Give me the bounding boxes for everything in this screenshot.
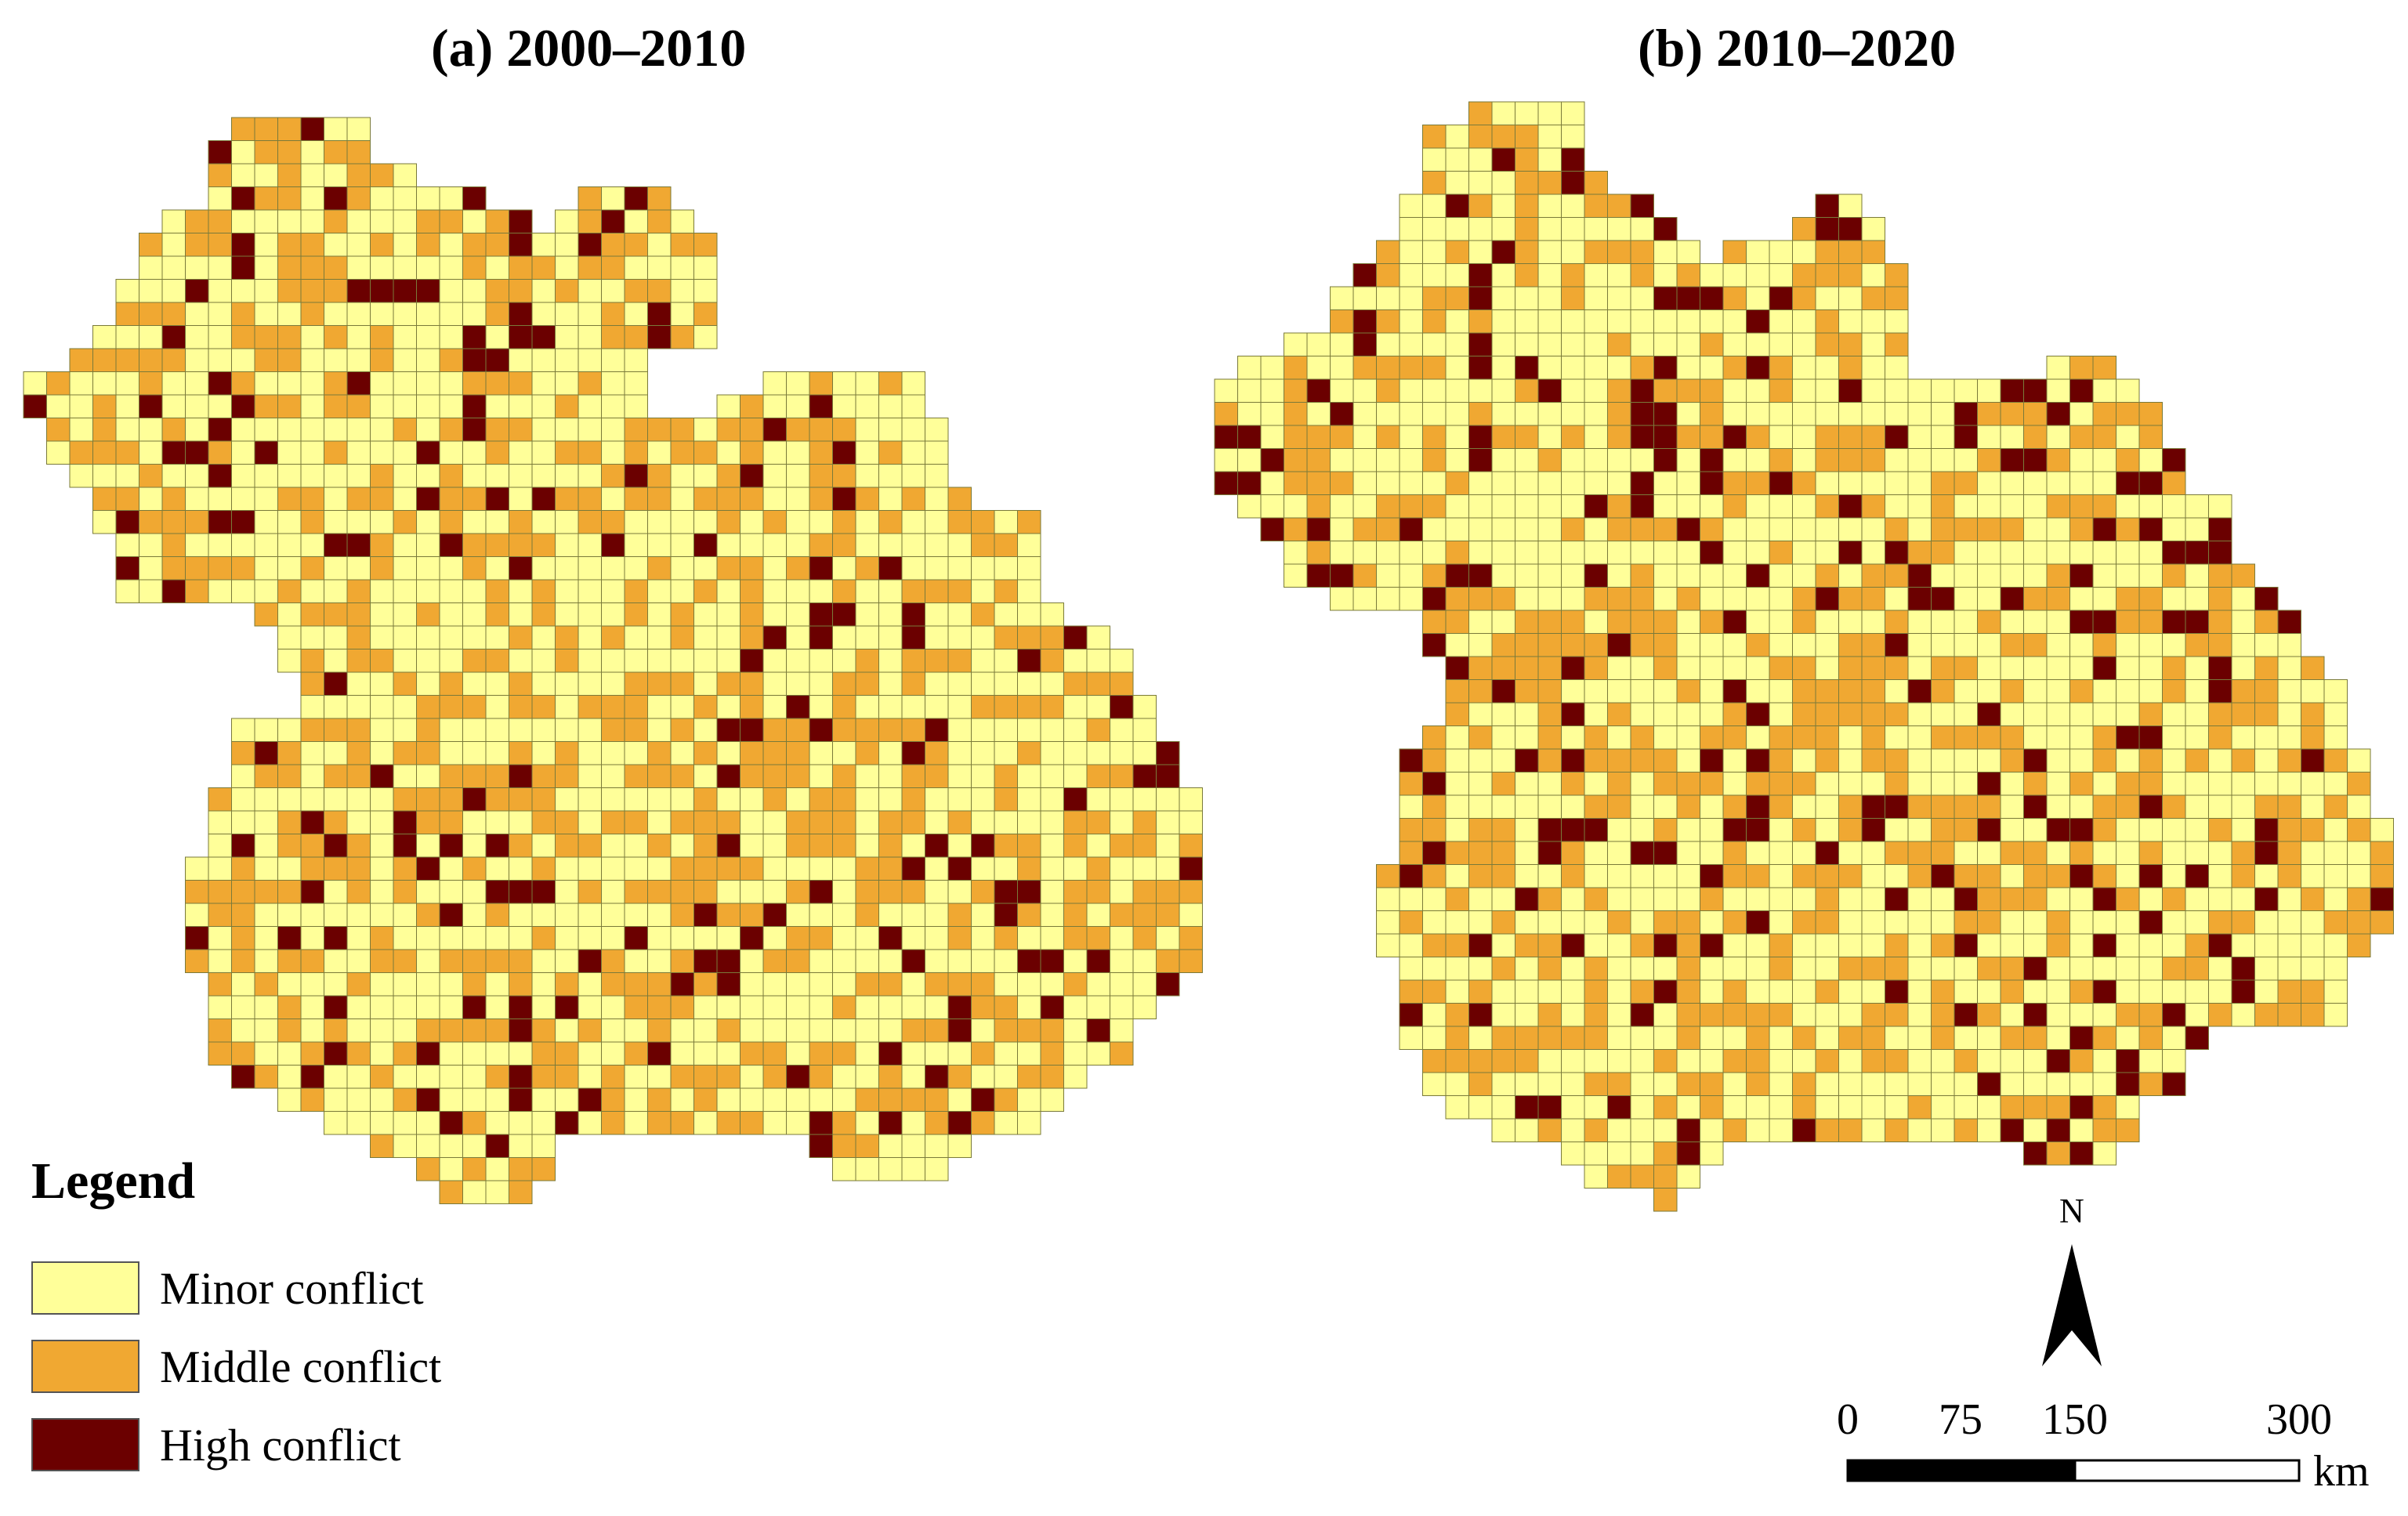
legend-swatch-high [31,1418,139,1471]
legend-swatch-minor [31,1261,139,1315]
scale-tick-0: 0 [1837,1395,1859,1444]
legend-item-middle: Middle conflict [31,1327,441,1406]
legend: Legend Minor conflict Middle conflict Hi… [31,1152,441,1484]
scale-unit: km [2313,1447,2370,1496]
panel-title-a: (a) 2000–2010 [431,18,747,78]
legend-label-minor: Minor conflict [160,1262,424,1314]
north-label: N [2059,1192,2084,1230]
north-arrow-icon [2042,1244,2102,1366]
legend-swatch-middle [31,1340,139,1393]
legend-item-high: High conflict [31,1406,441,1484]
legend-label-middle: Middle conflict [160,1341,442,1392]
legend-label-high: High conflict [160,1419,401,1471]
scale-tick-75: 75 [1939,1395,1983,1444]
panel-title-b: (b) 2010–2020 [1638,18,1957,78]
legend-title: Legend [31,1152,196,1210]
scale-tick-300: 300 [2266,1395,2332,1444]
conflict-map-2000-2010 [23,117,1203,1204]
scale-bar [1846,1459,2301,1482]
legend-item-minor: Minor conflict [31,1249,441,1327]
scale-tick-150: 150 [2042,1395,2108,1444]
conflict-map-2010-2020 [1214,101,2394,1212]
